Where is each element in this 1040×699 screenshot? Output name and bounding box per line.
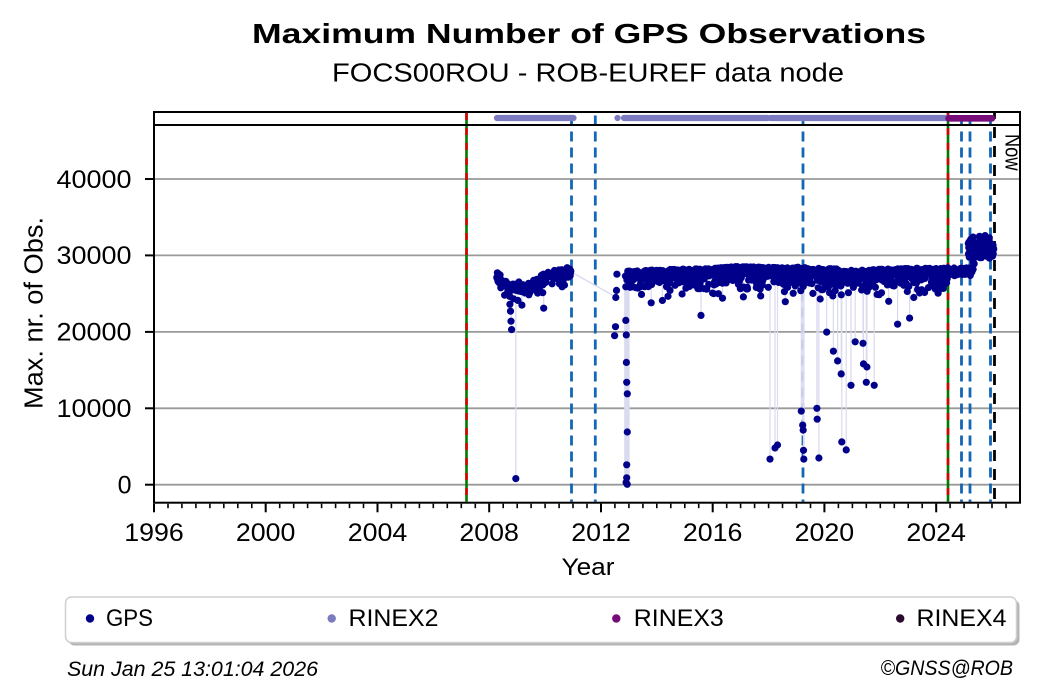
svg-text:2024: 2024 [906,519,966,547]
svg-text:RINEX2: RINEX2 [349,605,439,632]
svg-text:0: 0 [118,472,132,500]
svg-text:1996: 1996 [124,519,184,547]
svg-text:©GNSS@ROB: ©GNSS@ROB [881,657,1014,680]
svg-text:FOCS00ROU - ROB-EUREF data nod: FOCS00ROU - ROB-EUREF data node [332,60,844,88]
svg-text:Now: Now [1001,134,1026,171]
svg-text:20000: 20000 [57,319,132,347]
svg-text:Max. nr. of Obs.: Max. nr. of Obs. [21,217,49,409]
svg-text:30000: 30000 [57,242,132,270]
svg-text:2020: 2020 [795,519,855,547]
svg-text:Sun Jan 25 13:01:04 2026: Sun Jan 25 13:01:04 2026 [67,658,318,681]
svg-text:2016: 2016 [683,519,743,547]
svg-text:Maximum Number of GPS Observat: Maximum Number of GPS Observations [252,18,926,49]
svg-text:2012: 2012 [571,519,631,547]
svg-text:2004: 2004 [348,519,408,547]
svg-text:2000: 2000 [236,519,296,547]
svg-text:2008: 2008 [459,519,519,547]
svg-text:RINEX3: RINEX3 [634,605,724,632]
svg-text:RINEX4: RINEX4 [917,605,1007,632]
svg-text:10000: 10000 [57,395,132,423]
svg-text:40000: 40000 [57,166,132,194]
svg-text:GPS: GPS [106,605,153,632]
svg-text:Year: Year [562,554,615,581]
